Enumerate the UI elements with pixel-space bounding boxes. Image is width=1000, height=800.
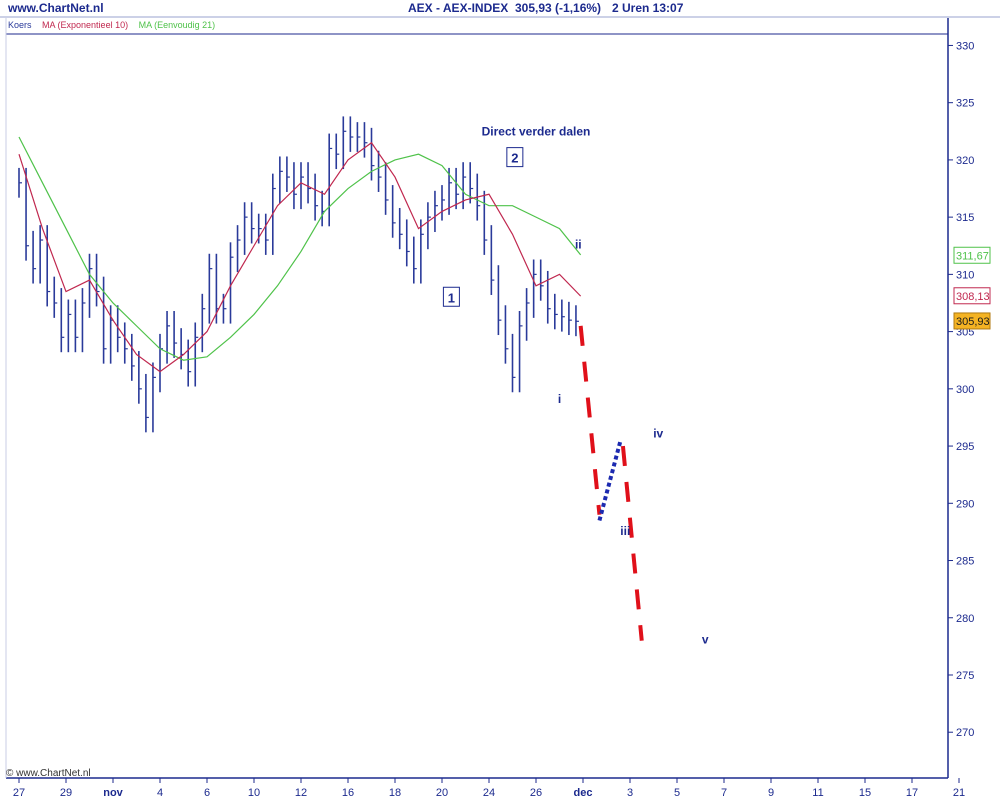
x-tick-label: 16	[342, 787, 354, 799]
interval-time: 2 Uren 13:07	[612, 1, 684, 15]
x-tick-label: 7	[721, 787, 727, 799]
y-tick-label: 315	[956, 212, 974, 224]
x-tick-label: 9	[768, 787, 774, 799]
ma-simple-line	[18, 136, 582, 361]
x-tick-label: 24	[483, 787, 495, 799]
x-tick-label: 5	[674, 787, 680, 799]
y-tick-label: 300	[956, 384, 974, 396]
wave-label-box	[442, 286, 460, 307]
last-value-ma-simple: 311,67	[956, 250, 989, 262]
last-value-koers-box	[953, 312, 991, 330]
wave-label: 2	[511, 151, 518, 166]
x-tick-label: 26	[530, 787, 542, 799]
last-value-koers: 305,93	[956, 316, 990, 328]
annotation-text: Direct verder dalen	[482, 124, 591, 138]
y-tick-label: 320	[956, 155, 974, 167]
last-value-ma-simple-box	[953, 246, 991, 264]
x-tick-label: dec	[574, 787, 593, 799]
x-tick-label: 15	[859, 787, 871, 799]
x-tick-label: 29	[60, 787, 72, 799]
x-tick-label: 4	[157, 787, 163, 799]
wave-label: i	[558, 392, 561, 406]
x-tick-label: 21	[953, 787, 965, 799]
legend: Koers MA (Exponentieel 10) MA (Eenvoudig…	[8, 20, 223, 30]
x-tick-label: 10	[248, 787, 260, 799]
y-tick-label: 275	[956, 670, 974, 682]
site-link[interactable]: www.ChartNet.nl	[8, 1, 104, 15]
last-value-ma-exp: 308,13	[956, 291, 990, 303]
x-tick-label: 27	[13, 787, 25, 799]
x-tick-label: 18	[389, 787, 401, 799]
y-tick-label: 280	[956, 613, 974, 625]
ma-exp-line	[18, 141, 582, 373]
chart-title: AEX - AEX-INDEX	[408, 1, 509, 15]
y-tick-label: 290	[956, 498, 974, 510]
wave-label: ii	[575, 238, 582, 252]
price-readout: 305,93 (-1,16%)	[515, 1, 602, 15]
x-tick-label: 12	[295, 787, 307, 799]
wave-label: iv	[653, 426, 663, 440]
legend-koers: Koers	[8, 20, 32, 30]
wave-label: 1	[448, 290, 455, 305]
y-tick-label: 325	[956, 98, 974, 110]
legend-ma-simple: MA (Eenvoudig 21)	[138, 20, 216, 30]
x-tick-label: nov	[103, 787, 123, 799]
wave-label: iii	[620, 524, 630, 538]
x-tick-label: 20	[436, 787, 448, 799]
y-tick-label: 310	[956, 269, 974, 281]
x-tick-label: 17	[906, 787, 918, 799]
projection-red-segment	[620, 445, 644, 641]
x-tick-label: 6	[204, 787, 210, 799]
wave-label-box	[506, 147, 524, 168]
projection-red-segment	[578, 325, 602, 515]
projection-blue-segment	[597, 439, 623, 521]
y-tick-label: 330	[956, 40, 974, 52]
last-value-ma-exp-box	[953, 287, 991, 305]
y-tick-label: 305	[956, 327, 974, 339]
y-tick-label: 295	[956, 441, 974, 453]
y-tick-label: 285	[956, 556, 974, 568]
y-tick-label: 270	[956, 727, 974, 739]
x-tick-label: 11	[812, 787, 823, 799]
copyright: © www.ChartNet.nl	[6, 768, 91, 779]
wave-label: v	[702, 633, 709, 647]
x-tick-label: 3	[627, 787, 633, 799]
legend-ma-exp: MA (Exponentieel 10)	[42, 20, 129, 30]
